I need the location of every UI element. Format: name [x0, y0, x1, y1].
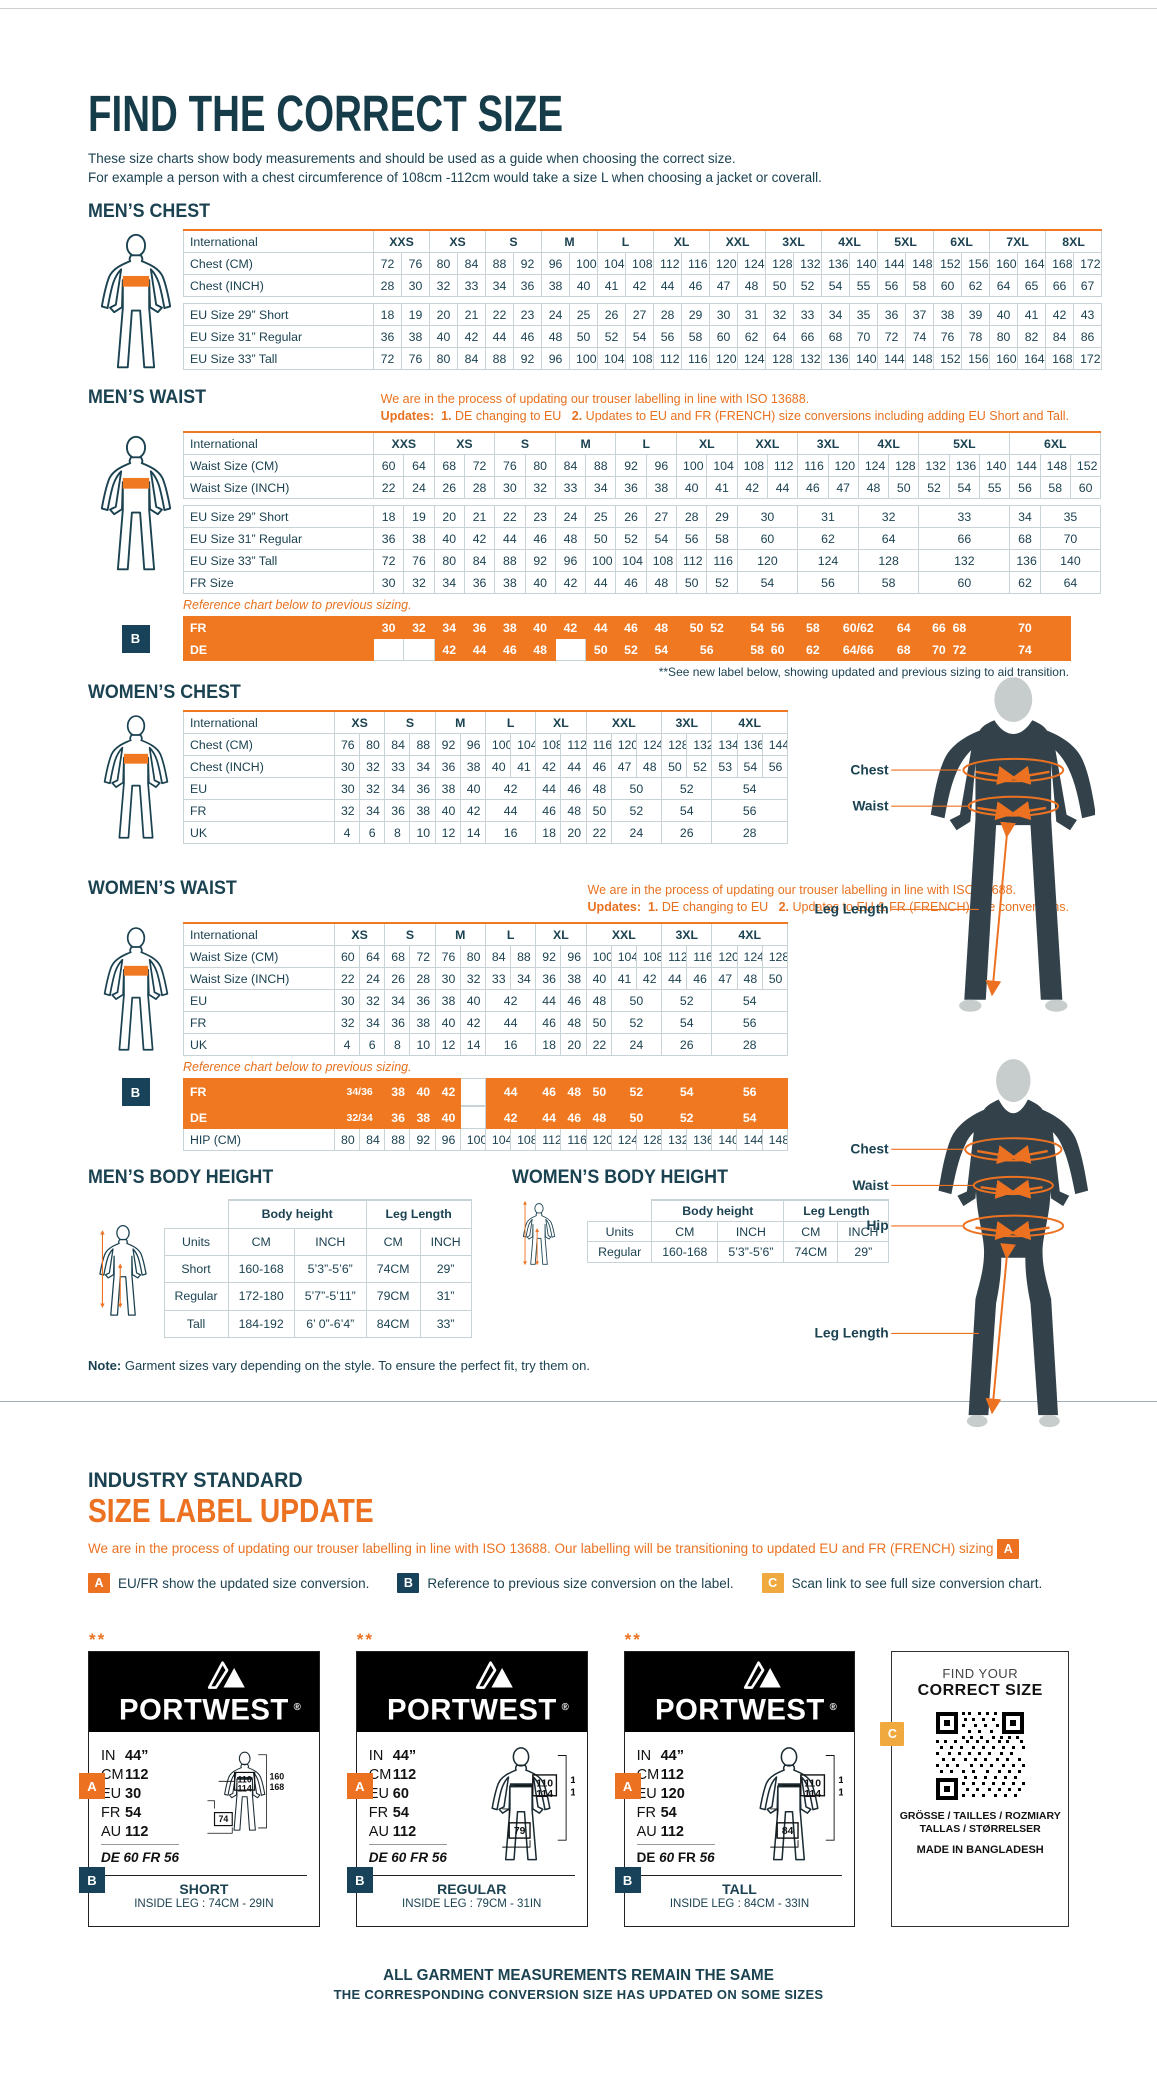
svg-text:110: 110	[536, 1779, 553, 1790]
svg-text:84: 84	[781, 1826, 793, 1837]
svg-text:184: 184	[838, 1775, 843, 1786]
svg-text:180: 180	[570, 1788, 575, 1799]
svg-text:172: 172	[570, 1775, 575, 1786]
svg-text:160: 160	[269, 1772, 284, 1782]
svg-text:74: 74	[219, 1814, 229, 1824]
svg-text:192: 192	[838, 1788, 843, 1799]
svg-text:114: 114	[238, 1783, 252, 1793]
svg-text:168: 168	[269, 1782, 284, 1792]
svg-text:114: 114	[804, 1789, 821, 1800]
svg-text:110: 110	[804, 1779, 821, 1790]
svg-text:114: 114	[536, 1789, 553, 1800]
svg-text:79: 79	[514, 1826, 526, 1837]
